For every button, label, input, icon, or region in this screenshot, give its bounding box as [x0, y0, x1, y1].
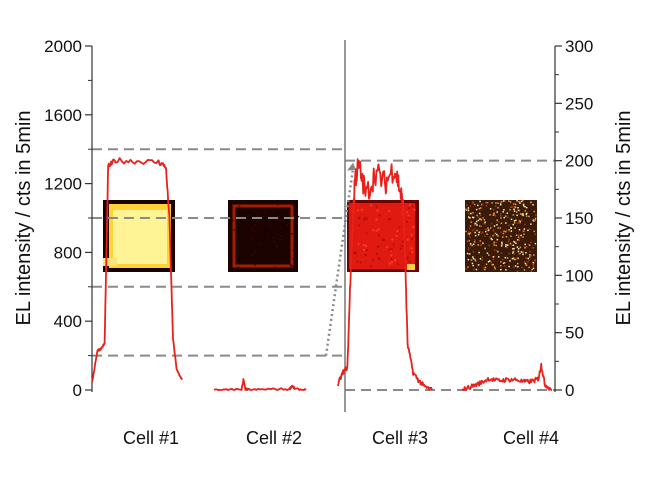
link-arrow-head: [347, 162, 356, 171]
cell-4-image: [465, 200, 537, 272]
right-tick-label-5: 250: [565, 94, 593, 113]
right-tick-label-0: 0: [565, 381, 574, 400]
right-tick-label-2: 100: [565, 266, 593, 285]
axes: 0 400 800 1200 1600 2000 0 50 100 150 200 250 300: [44, 37, 593, 412]
left-tick-label-5: 2000: [44, 37, 82, 56]
cat-label-cell-3: Cell #3: [372, 428, 428, 448]
series-line-cell-2: [213, 378, 307, 391]
right-tick-label-4: 200: [565, 152, 593, 171]
cat-label-cell-4: Cell #4: [503, 428, 559, 448]
y-axis-title-left: EL intensity / cts in 5min: [13, 111, 35, 326]
cat-label-cell-1: Cell #1: [123, 428, 179, 448]
left-tick-label-2: 800: [54, 243, 82, 262]
left-tick-label-0: 0: [73, 381, 82, 400]
cell-1-image: [103, 200, 175, 272]
left-tick-label-4: 1600: [44, 106, 82, 125]
right-tick-label-3: 150: [565, 209, 593, 228]
left-tick-label-3: 1200: [44, 175, 82, 194]
right-tick-label-6: 300: [565, 37, 593, 56]
link-arrow: [324, 168, 355, 356]
series-line-cell-1: [91, 157, 183, 383]
y-axis-title-right: EL intensity / cts in 5min: [613, 111, 635, 326]
cell-2-image: [228, 200, 300, 272]
series: [91, 157, 553, 391]
reference-lines: [92, 148, 555, 391]
right-tick-label-1: 50: [565, 324, 584, 343]
cell-3-image: [347, 200, 419, 272]
left-tick-label-1: 400: [54, 312, 82, 331]
series-line-cell-3: [337, 158, 433, 391]
cat-label-cell-2: Cell #2: [246, 428, 302, 448]
series-line-cell-4: [461, 362, 553, 391]
